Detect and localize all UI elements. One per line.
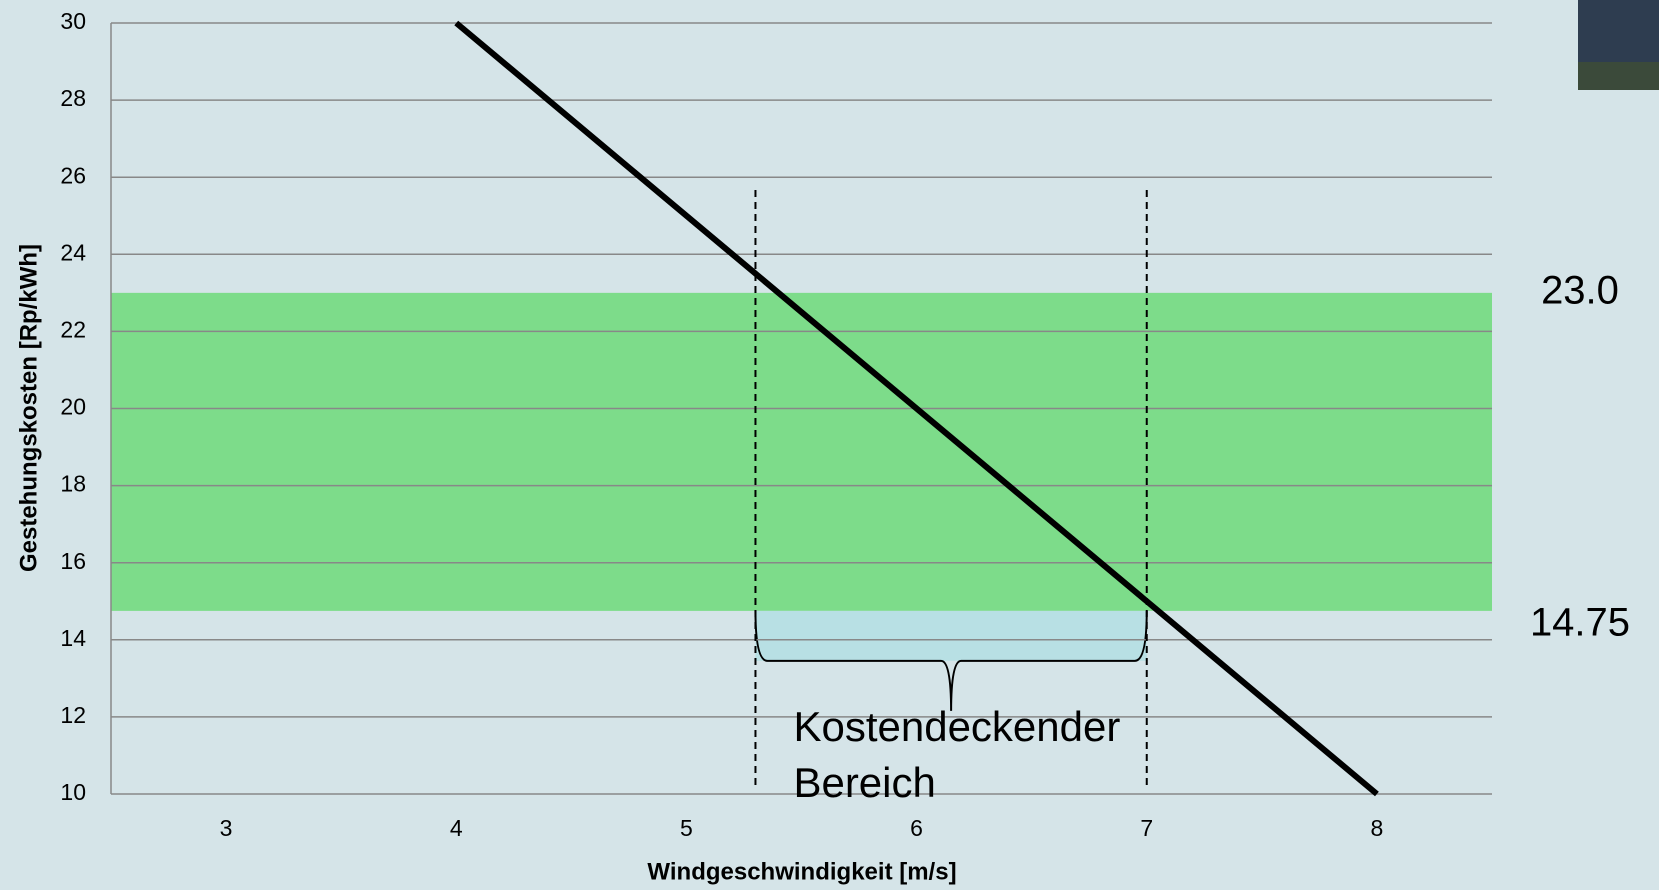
y-axis-label: Gestehungskosten [Rp/kWh]	[15, 244, 42, 572]
x-tick-label: 4	[450, 815, 463, 841]
photo-ground	[1578, 62, 1659, 90]
x-tick-label: 5	[680, 815, 693, 841]
y-tick-label: 18	[60, 471, 86, 497]
x-tick-label: 3	[220, 815, 233, 841]
x-axis-label: Windgeschwindigkeit [m/s]	[647, 858, 956, 885]
covered-range	[755, 611, 1146, 661]
y-tick-label: 12	[60, 702, 86, 728]
x-tick-label: 6	[910, 815, 923, 841]
page: Windgeschwindigkeit [m/s] Gestehungskost…	[0, 0, 1659, 890]
y-tick-label: 26	[60, 162, 86, 188]
x-tick-label: 7	[1140, 815, 1153, 841]
y-tick-label: 16	[60, 548, 86, 574]
y-tick-label: 28	[60, 85, 86, 111]
annotation-line: Bereich	[793, 759, 935, 806]
y-tick-label: 24	[60, 239, 86, 265]
x-tick-label: 8	[1371, 815, 1384, 841]
y-tick-label: 20	[60, 394, 86, 420]
chart: Windgeschwindigkeit [m/s] Gestehungskost…	[0, 0, 1659, 890]
y-tick-label: 22	[60, 316, 86, 342]
y-tick-label: 10	[60, 779, 86, 805]
y-tick-label: 30	[60, 8, 86, 34]
annotation-line: Kostendeckender	[793, 703, 1120, 750]
band-label: 23.0	[1541, 268, 1619, 312]
y-tick-label: 14	[60, 625, 86, 651]
band-label: 14.75	[1530, 600, 1630, 644]
